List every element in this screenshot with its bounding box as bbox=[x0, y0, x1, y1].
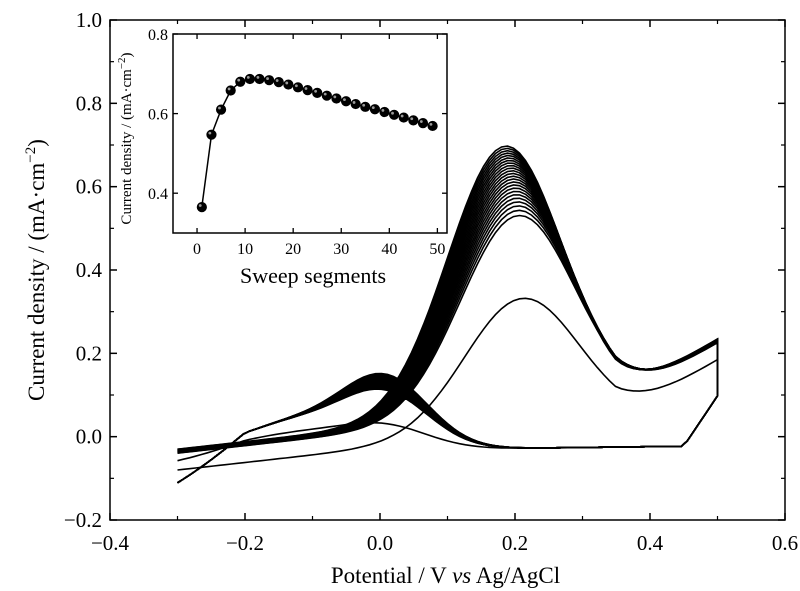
inset-data-point bbox=[215, 104, 227, 115]
inset-y-ticks: 0.4 0.6 0.8 bbox=[148, 27, 447, 203]
inset-point-highlight bbox=[246, 75, 250, 79]
inset-x-tick-label: 20 bbox=[285, 241, 301, 258]
inset-point-highlight bbox=[371, 106, 375, 110]
inset-data-point bbox=[408, 115, 419, 126]
inset-data-point bbox=[264, 75, 275, 86]
inset-point-highlight bbox=[333, 95, 337, 99]
inset-data-point bbox=[321, 90, 332, 101]
inset-point-highlight bbox=[304, 87, 308, 90]
inset-point-highlight bbox=[294, 84, 298, 88]
inset-point-highlight bbox=[237, 78, 241, 82]
y-tick-label: 0.2 bbox=[76, 341, 102, 365]
inset-data-point bbox=[235, 76, 246, 87]
inset-x-tick-label: 0 bbox=[193, 241, 201, 258]
inset-point-highlight bbox=[314, 89, 318, 93]
inset-y-tick-label: 0.4 bbox=[148, 186, 168, 203]
inset-point-highlight bbox=[218, 106, 221, 110]
inset-point-highlight bbox=[362, 103, 366, 107]
inset-data-point bbox=[312, 87, 323, 99]
inset-point-highlight bbox=[198, 204, 202, 207]
inset-x-tick-label: 10 bbox=[237, 241, 253, 258]
inset-data-point bbox=[369, 104, 380, 115]
inset-point-highlight bbox=[266, 77, 269, 80]
x-tick-label: 0.2 bbox=[502, 531, 528, 555]
inset-point-highlight bbox=[285, 81, 289, 85]
inset-point-highlight bbox=[352, 101, 356, 104]
inset-point-highlight bbox=[275, 79, 279, 82]
inset-x-tick-label: 50 bbox=[429, 241, 445, 258]
inset-point-highlight bbox=[391, 111, 394, 115]
inset-data-point bbox=[379, 106, 390, 118]
y-tick-label: −0.2 bbox=[64, 508, 102, 532]
main-x-ticks: −0.4 −0.2 0.0 0.2 0.4 0.6 bbox=[91, 20, 798, 555]
inset-data-point bbox=[302, 85, 313, 96]
inset-point-highlight bbox=[400, 114, 404, 118]
inset-point-highlight bbox=[227, 87, 231, 91]
inset-plot: 0 10 20 30 40 50 0.4 0.6 0.8 Sweep segments Cur… bbox=[116, 27, 448, 288]
inset-data-point bbox=[254, 73, 265, 85]
x-tick-label: 0.4 bbox=[637, 531, 664, 555]
inset-point-highlight bbox=[323, 92, 327, 96]
inset-point-highlight bbox=[429, 122, 433, 126]
inset-data-point bbox=[225, 85, 236, 96]
y-tick-label: 0.8 bbox=[76, 91, 102, 115]
cv-curves bbox=[177, 145, 719, 484]
inset-point-highlight bbox=[419, 120, 423, 123]
inset-data-point bbox=[331, 93, 342, 104]
inset-data-point bbox=[340, 96, 352, 107]
cv-cycle-curve bbox=[177, 190, 719, 484]
y-axis-title: Current density / (mA·cm−2) bbox=[23, 139, 49, 401]
inset-background bbox=[173, 34, 447, 233]
inset-x-tick-label: 30 bbox=[333, 241, 349, 258]
inset-data-point bbox=[273, 77, 284, 88]
x-tick-label: 0.6 bbox=[772, 531, 798, 555]
inset-data-point bbox=[350, 98, 361, 110]
inset-point-highlight bbox=[410, 117, 414, 121]
inset-x-tick-label: 40 bbox=[381, 241, 397, 258]
y-tick-label: 0.6 bbox=[76, 175, 102, 199]
y-tick-label: 0.4 bbox=[76, 258, 103, 282]
x-tick-label: −0.4 bbox=[91, 531, 130, 555]
inset-data-point bbox=[206, 129, 217, 140]
y-tick-label: 1.0 bbox=[76, 8, 102, 32]
inset-data-point bbox=[417, 118, 429, 129]
inset-data-point bbox=[283, 79, 294, 90]
inset-y-tick-label: 0.8 bbox=[148, 27, 168, 44]
x-tick-label: 0.0 bbox=[367, 531, 393, 555]
inset-y-axis-title: Current density / (mA·cm−2) bbox=[116, 52, 135, 224]
y-tick-label: 0.0 bbox=[76, 425, 102, 449]
inset-data-point bbox=[360, 101, 371, 112]
main-plot: −0.4 −0.2 0.0 0.2 0.4 0.6 −0.20.00.20.40.60.8… bbox=[23, 8, 798, 588]
inset-point-highlight bbox=[208, 131, 212, 135]
inset-data-point bbox=[398, 112, 409, 123]
inset-x-axis-title: Sweep segments bbox=[240, 263, 386, 288]
x-axis-title: Potential / V vs Ag/AgCl bbox=[331, 563, 560, 588]
inset-points bbox=[196, 73, 438, 213]
inset-data-point bbox=[427, 120, 438, 132]
main-y-ticks: −0.2 0.0 0.2 0.4 0.6 0.8 1.0 bbox=[64, 8, 785, 532]
inset-point-highlight bbox=[381, 109, 385, 112]
inset-plot-frame bbox=[172, 33, 448, 234]
inset-y-tick-label: 0.6 bbox=[148, 107, 168, 124]
inset-data-point bbox=[196, 202, 207, 213]
inset-data-point bbox=[292, 82, 304, 93]
cv-cycle-curve bbox=[177, 145, 719, 484]
x-tick-label: −0.2 bbox=[226, 531, 264, 555]
inset-point-highlight bbox=[256, 75, 260, 79]
inset-x-ticks: 0 10 20 30 40 50 bbox=[193, 34, 445, 258]
inset-point-highlight bbox=[343, 98, 346, 102]
inset-data-point bbox=[244, 73, 256, 85]
inset-data-point bbox=[389, 109, 400, 120]
